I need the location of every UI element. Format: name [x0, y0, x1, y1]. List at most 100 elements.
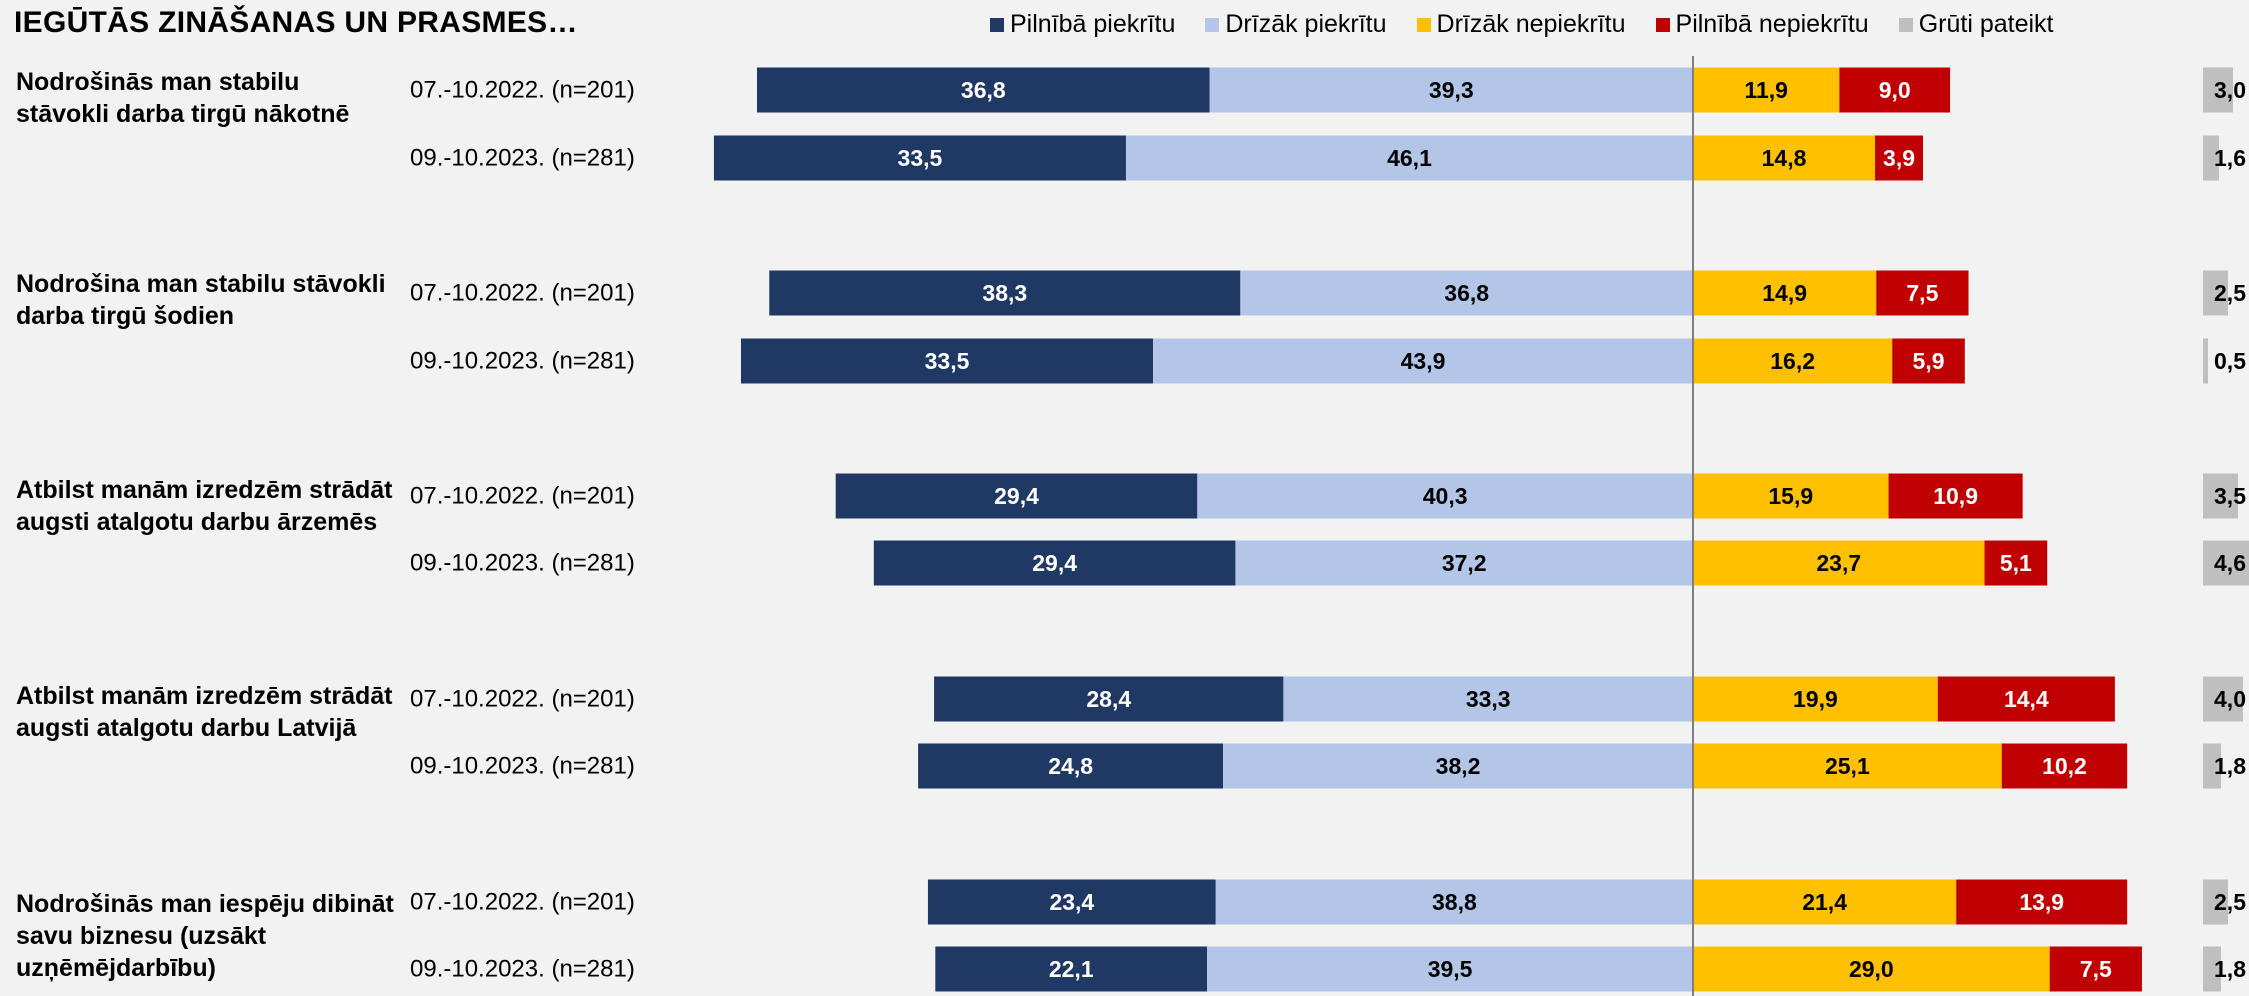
bar-fully-disagree: [1839, 67, 1951, 113]
bar-hard-to-say: [2203, 946, 2221, 992]
data-label: 2,5: [2214, 889, 2246, 915]
bar-fully-agree: [873, 540, 1236, 586]
bar-fully-disagree: [1888, 473, 2023, 519]
legend-label: Grūti pateikt: [1918, 10, 2054, 38]
bar-hard-to-say: [2203, 135, 2219, 181]
legend-swatch: [1416, 17, 1431, 32]
data-label: 10,2: [2042, 753, 2087, 779]
legend-label: Pilnībā nepiekrītu: [1675, 10, 1869, 38]
data-label: 13,9: [2019, 889, 2064, 915]
data-label: 38,3: [982, 280, 1027, 306]
bar-rather-disagree: [1693, 135, 1876, 181]
row-label: 09.-10.2023. (n=281): [410, 753, 635, 780]
data-label: 11,9: [1744, 77, 1788, 103]
legend-item-fully-disagree: Pilnībā nepiekrītu: [1655, 10, 1869, 39]
bar-rather-agree: [1235, 540, 1693, 586]
legend-swatch: [1205, 17, 1220, 32]
data-label: 14,9: [1762, 280, 1807, 306]
data-label: 33,5: [898, 145, 943, 171]
bar-hard-to-say: [2203, 743, 2221, 789]
data-label: 29,4: [994, 483, 1039, 509]
data-label: 24,8: [1048, 753, 1093, 779]
data-label: 22,1: [1049, 956, 1094, 982]
legend-label: Drīzāk piekrītu: [1225, 10, 1387, 38]
legend-swatch: [1655, 17, 1670, 32]
data-label: 3,9: [1883, 145, 1915, 171]
data-label: 1,8: [2214, 753, 2246, 779]
bar-rather-agree: [1223, 743, 1693, 789]
bar-fully-disagree: [1956, 879, 2128, 925]
data-label: 14,8: [1762, 145, 1807, 171]
data-label: 1,6: [2214, 145, 2246, 171]
data-label: 1,8: [2214, 956, 2246, 982]
data-label: 37,2: [1442, 550, 1487, 576]
bar-fully-disagree: [1937, 676, 2115, 722]
bar-rather-disagree: [1693, 473, 1889, 519]
legend-item-fully-agree: Pilnībā piekrītu: [990, 10, 1175, 39]
data-label: 29,0: [1849, 956, 1894, 982]
row-label: 09.-10.2023. (n=281): [410, 956, 635, 983]
bar-hard-to-say: [2203, 540, 2249, 586]
bar-hard-to-say: [2203, 270, 2228, 316]
data-label: 7,5: [2080, 956, 2112, 982]
row-label: 07.-10.2022. (n=201): [410, 280, 635, 307]
data-label: 3,5: [2214, 483, 2246, 509]
legend-swatch: [990, 17, 1004, 32]
bar-rather-agree: [1197, 473, 1693, 519]
data-label: 28,4: [1086, 686, 1131, 712]
bar-rather-disagree: [1693, 879, 1957, 925]
row-label: 09.-10.2023. (n=281): [410, 550, 635, 577]
bar-fully-disagree: [1875, 135, 1924, 181]
bar-rather-disagree: [1693, 270, 1877, 316]
question-label: Nodrošina man stabilu stāvokli darba tir…: [16, 270, 386, 330]
bar-fully-disagree: [2049, 946, 2142, 992]
bar-rather-agree: [1207, 946, 1693, 992]
bar-rather-agree: [1153, 338, 1693, 384]
data-label: 33,3: [1466, 686, 1511, 712]
data-label: 25,1: [1825, 753, 1870, 779]
legend-item-hard-to-say: Grūti pateikt: [1898, 10, 2054, 39]
bar-fully-agree: [927, 879, 1216, 925]
bar-rather-agree: [1209, 67, 1693, 113]
data-label: 29,4: [1032, 550, 1077, 576]
bar-fully-agree: [934, 676, 1284, 722]
bar-fully-agree: [756, 67, 1210, 113]
bar-rather-agree: [1240, 270, 1693, 316]
data-label: 5,1: [2000, 550, 2032, 576]
row-label: 09.-10.2023. (n=281): [410, 348, 635, 375]
legend-label: Drīzāk nepiekrītu: [1436, 10, 1626, 38]
legend-swatch: [1898, 17, 1913, 32]
data-label: 16,2: [1770, 348, 1815, 374]
bar-fully-agree: [835, 473, 1198, 519]
bar-fully-agree: [713, 135, 1126, 181]
bar-rather-disagree: [1693, 743, 2002, 789]
data-label: 36,8: [961, 77, 1006, 103]
bar-fully-agree: [918, 743, 1224, 789]
legend-item-rather-agree: Drīzāk piekrītu: [1205, 10, 1387, 39]
bar-rather-disagree: [1693, 946, 2050, 992]
data-label: 2,5: [2214, 280, 2246, 306]
chart-title: IEGŪTĀS ZINĀŠANAS UN PRASMES…: [14, 6, 578, 39]
data-label: 9,0: [1879, 77, 1911, 103]
legend: Pilnībā piekrītu Drīzāk piekrītu Drīzāk …: [990, 10, 2053, 39]
data-label: 23,4: [1049, 889, 1094, 915]
data-label: 39,5: [1428, 956, 1473, 982]
bar-rather-agree: [1125, 135, 1693, 181]
data-label: 4,0: [2214, 686, 2246, 712]
row-label: 07.-10.2022. (n=201): [410, 483, 635, 510]
data-label: 5,9: [1913, 348, 1945, 374]
data-label: 38,8: [1432, 889, 1477, 915]
bar-hard-to-say: [2203, 473, 2238, 519]
data-label: 38,2: [1436, 753, 1481, 779]
bar-fully-disagree: [1876, 270, 1969, 316]
row-label: 07.-10.2022. (n=201): [410, 686, 635, 713]
bar-rather-disagree: [1693, 540, 1985, 586]
bar-fully-agree: [740, 338, 1154, 384]
data-label: 43,9: [1401, 348, 1446, 374]
question-label: Atbilst manām izredzēm strādāt augsti at…: [16, 476, 393, 536]
data-label: 40,3: [1423, 483, 1468, 509]
data-label: 14,4: [2004, 686, 2049, 712]
data-label: 46,1: [1387, 145, 1432, 171]
bar-hard-to-say: [2203, 879, 2228, 925]
